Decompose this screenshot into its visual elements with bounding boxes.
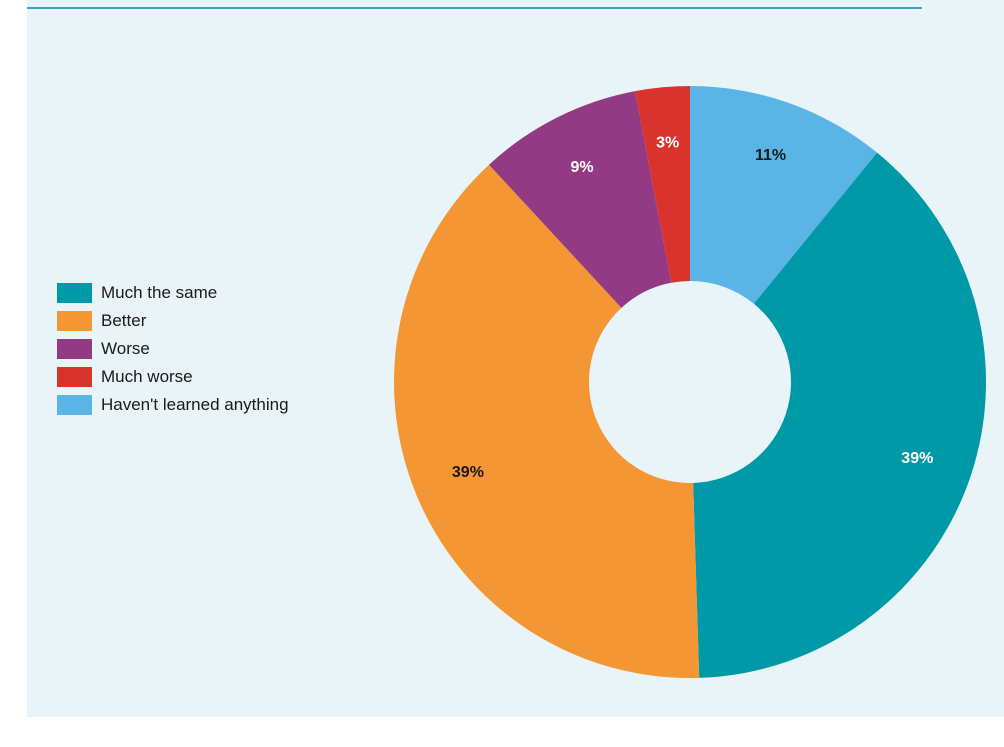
slice-label-worse: 9% — [570, 159, 593, 176]
donut-slice-much-worse — [635, 86, 690, 283]
legend-swatch — [57, 395, 92, 415]
legend-swatch — [57, 283, 92, 303]
legend-swatch — [57, 311, 92, 331]
legend-item-havent-learned-anything: Haven't learned anything — [57, 395, 289, 415]
legend-label: Much worse — [101, 367, 193, 386]
legend-item-much-worse: Much worse — [57, 367, 289, 387]
donut-slice-much-the-same — [693, 152, 987, 678]
slice-label-better: 39% — [452, 464, 484, 481]
legend-label: Better — [101, 311, 147, 330]
legend: Much the same Better Worse Much worse Ha… — [57, 283, 289, 423]
legend-label: Much the same — [101, 283, 218, 302]
legend-item-much-the-same: Much the same — [57, 283, 289, 303]
slice-label-much-the-same: 39% — [901, 450, 933, 467]
legend-label: Worse — [101, 339, 150, 358]
legend-swatch — [57, 367, 92, 387]
legend-item-worse: Worse — [57, 339, 289, 359]
legend-swatch — [57, 339, 92, 359]
donut-slice-worse — [488, 91, 672, 308]
slice-label-haven-t-learned-anything: 11% — [755, 147, 786, 164]
top-divider — [27, 7, 922, 9]
donut-slice-better — [393, 164, 700, 678]
donut-slice-haven-t-learned-anything — [690, 86, 878, 304]
legend-item-better: Better — [57, 311, 289, 331]
slice-label-much-worse: 3% — [656, 134, 679, 151]
legend-label: Haven't learned anything — [101, 395, 289, 414]
